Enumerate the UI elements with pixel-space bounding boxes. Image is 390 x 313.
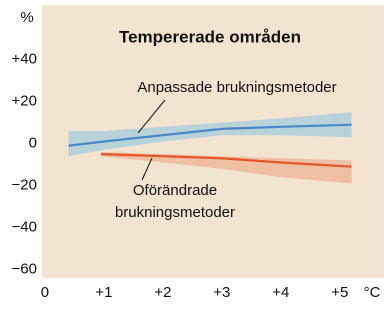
x-tick-label: 0 (41, 284, 49, 301)
uncertainty-band (100, 152, 352, 184)
y-tick-label: +40 (12, 51, 37, 68)
x-tick-label: +3 (213, 284, 230, 301)
y-axis-label: % (20, 9, 33, 26)
chart-title: Tempererade områden (119, 27, 301, 46)
x-tick-label: +2 (154, 284, 171, 301)
x-tick-label: +4 (272, 284, 289, 301)
series-label: brukningsmetoder (115, 204, 235, 221)
leader-line (137, 99, 166, 134)
x-tick-label: +5 (331, 284, 348, 301)
x-axis-label: °C (364, 284, 381, 301)
y-tick-label: +20 (12, 93, 37, 110)
series-label: Anpassade brukningsmetoder (137, 79, 336, 96)
line (100, 153, 352, 168)
y-tick-label: −20 (12, 177, 37, 194)
y-tick-label: −60 (12, 261, 37, 278)
y-tick-label: −40 (12, 219, 37, 236)
x-tick-label: +1 (95, 284, 112, 301)
line (68, 123, 352, 147)
leader-line (141, 157, 153, 181)
series-label: Oförändrade (133, 182, 217, 199)
uncertainty-band (68, 112, 352, 157)
y-tick-label: 0 (29, 135, 37, 152)
